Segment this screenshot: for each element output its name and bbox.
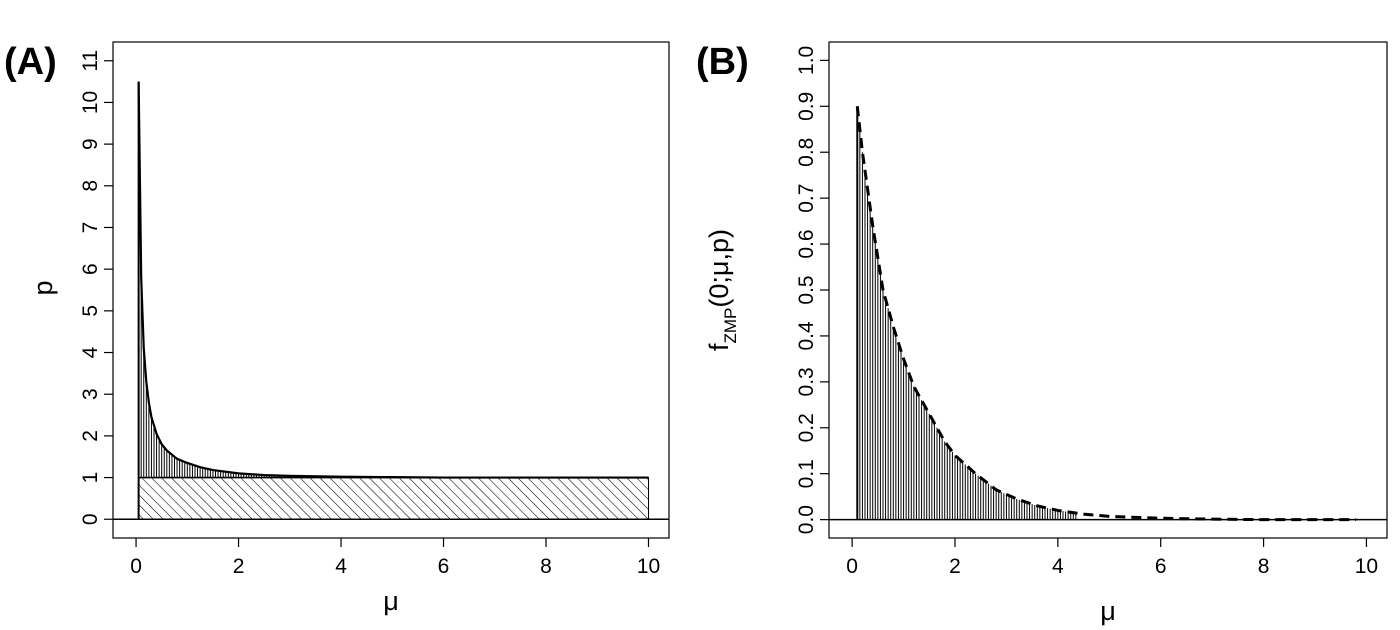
y-tick-label: 3	[79, 388, 102, 400]
y-tick-label: 4	[79, 346, 102, 358]
panel-a: (A) 0 2 4 6 8 10 0 1 2 3 4 5 6 7 8 9 10 11 μ p	[4, 41, 670, 616]
panel-b-y-axis-label-args: (0;μ,p)	[704, 229, 734, 308]
p-curve	[137, 81, 649, 479]
x-tick-label: 0	[130, 555, 142, 578]
x-tick-label: 10	[1355, 555, 1378, 578]
y-tick-label: 1	[79, 472, 102, 484]
panel-a-y-axis-label: p	[28, 280, 58, 295]
panel-a-x-axis-label: μ	[383, 586, 399, 616]
y-tick-label: 0.8	[795, 138, 818, 167]
x-tick-label: 10	[637, 555, 660, 578]
x-tick-label: 6	[438, 555, 450, 578]
x-tick-label: 2	[233, 555, 245, 578]
y-tick-label: 0.3	[795, 367, 818, 396]
x-tick-label: 4	[1052, 555, 1064, 578]
panel-b-shading	[856, 106, 1077, 520]
y-tick-label: 7	[79, 222, 102, 234]
panel-a-series	[113, 81, 669, 520]
panel-b-series	[829, 106, 1387, 522]
y-tick-label: 8	[79, 180, 102, 192]
y-tick-label: 0.1	[795, 459, 818, 488]
y-tick-label: 11	[79, 50, 102, 72]
y-tick-label: 0.0	[795, 505, 818, 534]
panel-b: (B) 0 2 4 6 8 10 0.00.10.20.30.40.50.60.70.80…	[696, 41, 1388, 626]
panel-b-x-axis-label: μ	[1100, 596, 1116, 626]
y-tick-label: 0.6	[795, 229, 818, 258]
panel-b-label: (B)	[696, 41, 749, 83]
panel-b-x-ticks: 0 2 4 6 8 10	[846, 538, 1378, 578]
panel-b-plot-frame	[828, 41, 1388, 539]
y-tick-label: 1.0	[795, 46, 818, 75]
y-tick-label: 0.4	[795, 321, 818, 351]
y-tick-label: 9	[79, 138, 102, 150]
x-tick-label: 4	[335, 555, 347, 578]
x-tick-label: 2	[949, 555, 961, 578]
y-tick-label: 0.9	[795, 92, 818, 121]
y-tick-label: 0.2	[795, 413, 818, 442]
panel-b-y-axis-label: fZMP(0;μ,p)	[704, 229, 740, 351]
y-tick-label: 0	[79, 513, 102, 525]
y-tick-label: 6	[79, 263, 102, 275]
hatched-region	[138, 477, 650, 520]
y-tick-label: 5	[79, 305, 102, 317]
panel-a-shading	[138, 81, 650, 520]
y-tick-label: 0.7	[795, 184, 818, 213]
y-tick-label: 2	[79, 430, 102, 442]
x-tick-label: 8	[540, 555, 552, 578]
y-tick-label: 0.5	[795, 275, 818, 304]
panel-a-label: (A)	[4, 41, 57, 83]
panel-a-x-ticks: 0 2 4 6 8 10	[130, 538, 660, 578]
panel-b-y-axis-label-subscript: ZMP	[721, 308, 740, 344]
panel-a-plot-frame	[112, 41, 670, 539]
f-zmp-dashed-curve	[855, 106, 1357, 522]
x-tick-label: 0	[846, 555, 858, 578]
panel-b-y-ticks: 0.0 0.1 0.2 0.3 0.4 0.5 0.6 0.7 0.8 0.9 1.0	[795, 46, 829, 534]
panel-a-y-ticks: 0 1 2 3 4 5 6 7 8 9 10 11	[79, 50, 113, 525]
y-tick-label: 10	[79, 91, 102, 114]
x-tick-label: 8	[1258, 555, 1270, 578]
panel-b-y-axis-label-main: f	[704, 343, 734, 351]
x-tick-label: 6	[1155, 555, 1167, 578]
